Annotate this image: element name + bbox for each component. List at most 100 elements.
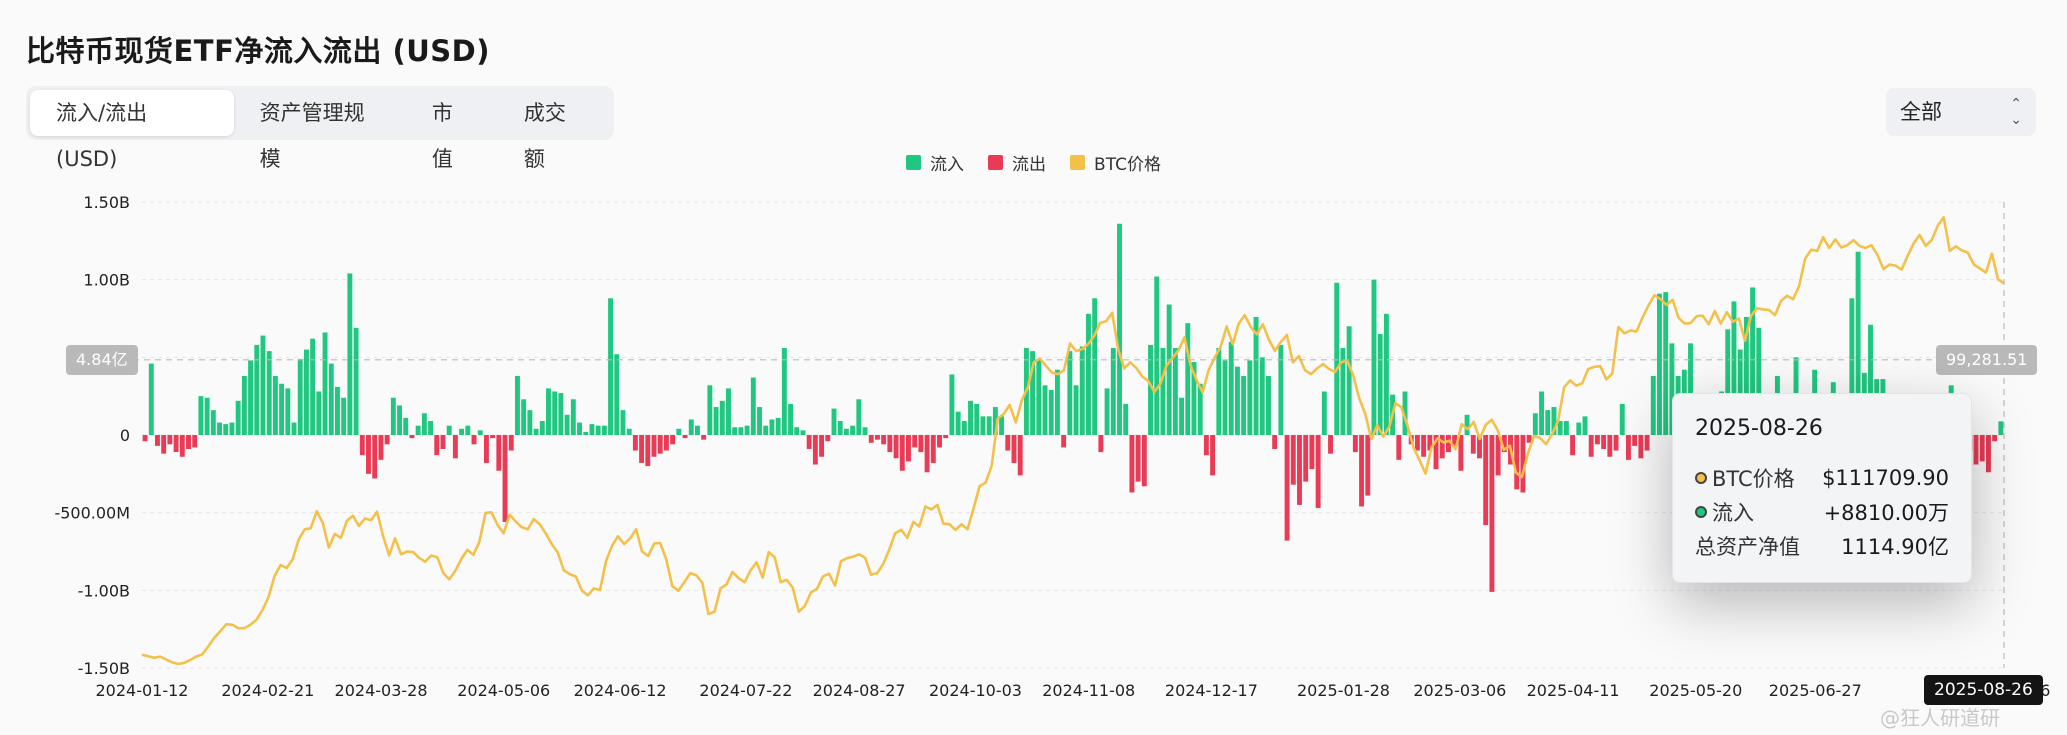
outflow-bar [632,435,638,451]
outflow-bar [1135,435,1141,482]
legend-item-inflow[interactable]: 流入 [906,150,964,175]
outflow-bar [490,435,496,439]
inflow-bar [843,428,849,435]
inflow-bar [831,408,837,435]
inflow-bar [353,327,359,435]
crosshair [122,202,2005,668]
inflow-bar [248,360,254,435]
inflow-bar [1278,344,1284,435]
inflow-bar [1086,313,1091,435]
outflow-bar [161,435,167,454]
legend-item-outflow[interactable]: 流出 [988,150,1046,175]
outflow-bar [1594,435,1600,445]
inflow-bar [694,425,700,435]
outflow-bar [1526,435,1532,443]
inflow-bar [341,397,347,435]
outflow-bar [1061,435,1067,448]
outflow-bar [366,435,371,474]
inflow-bar [620,410,626,435]
outflow-bar [1365,435,1371,496]
hover-tooltip: 2025-08-26 BTC价格 $111709.90 流入 +8810.00万… [1672,393,1972,583]
outflow-bar [1396,435,1402,460]
inflow-bar [601,425,607,435]
inflow-bar [1092,298,1098,435]
inflow-bar [1725,329,1731,435]
inflow-bar [322,332,328,435]
inflow-bar [707,385,713,435]
outflow-bar [1203,435,1209,456]
inflow-bar [1048,389,1054,435]
inflow-bar [328,363,334,435]
inflow-bar [1191,361,1197,435]
inflow-bar [1148,344,1153,435]
outflow-bar [1607,435,1613,457]
outflow-bar [1985,435,1991,473]
outflow-bar [1520,435,1526,493]
inflow-bar [583,431,589,435]
inflow-bar [1036,360,1042,435]
outflow-bar [1439,435,1445,459]
outflow-bar [409,435,415,439]
chart-grid [142,201,2004,669]
outflow-bar [1210,435,1216,476]
outflow-bar [1141,435,1147,487]
inflow-bar [1756,327,1762,435]
inflow-bar [980,416,986,435]
outflow-bar [508,435,514,451]
outflow-bar [651,435,657,457]
tab-volume[interactable]: 成交额 [523,101,566,171]
inflow-bar [1545,410,1551,435]
x-tick-label: 2024-11-08 [1042,681,1135,700]
tab-flows[interactable]: 流入/流出 (USD) [30,90,234,171]
inflow-bar [713,407,719,435]
inflow-bar [1371,279,1377,435]
inflow-bar [738,427,744,435]
inflow-bar [1030,351,1036,435]
inflow-bar [763,425,769,435]
inflow-bar [850,425,856,435]
inflow-swatch-icon [906,155,922,170]
tooltip-row-price: BTC价格 $111709.90 [1695,461,1949,495]
outflow-bar [179,435,185,457]
inflow-bar [961,421,967,435]
inflow-bar [1321,391,1327,435]
outflow-bar [1483,435,1489,526]
outflow-bar [378,435,384,460]
tab-aum[interactable]: 资产管理规模 [259,101,365,171]
outflow-bar [1421,435,1427,457]
outflow-bar [899,435,905,471]
inflow-bar [1669,343,1675,435]
range-select[interactable]: 全部 ⌃ ⌄ [1886,88,2036,136]
tooltip-value: +8810.00万 [1823,501,1949,525]
inflow-bar [552,391,558,435]
inflow-bar [614,354,620,435]
outflow-bar [663,435,669,451]
x-tick-label: 2024-02-21 [221,681,314,700]
tab-market-cap[interactable]: 市值 [431,101,453,171]
outflow-bar [906,435,911,462]
inflow-dot-icon [1695,506,1707,518]
inflow-bar [1110,348,1116,435]
outflow-bar [1632,435,1638,446]
inflow-bar [254,344,260,435]
chevron-updown-icon: ⌃ ⌄ [2010,96,2022,128]
x-tick-label: 2024-08-27 [813,681,906,700]
outflow-bar [173,435,179,453]
y-tick-label: 0 [120,426,130,445]
inflow-bar [148,363,154,435]
tooltip-value: 1114.90亿 [1841,535,1949,559]
inflow-bar [1266,375,1271,435]
inflow-bar [1657,293,1662,435]
outflow-bar [1973,435,1979,465]
inflow-bar [223,424,229,435]
inflow-bar [1241,375,1247,435]
y-tick-label: -1.50B [78,659,130,678]
inflow-bar [986,416,992,435]
inflow-bar [1731,301,1737,435]
inflow-bar [1532,413,1538,435]
inflow-bar [204,397,210,435]
legend-item-btc-price[interactable]: BTC价格 [1070,150,1161,175]
inflow-bar [1334,282,1340,435]
inflow-bar [1855,251,1861,435]
